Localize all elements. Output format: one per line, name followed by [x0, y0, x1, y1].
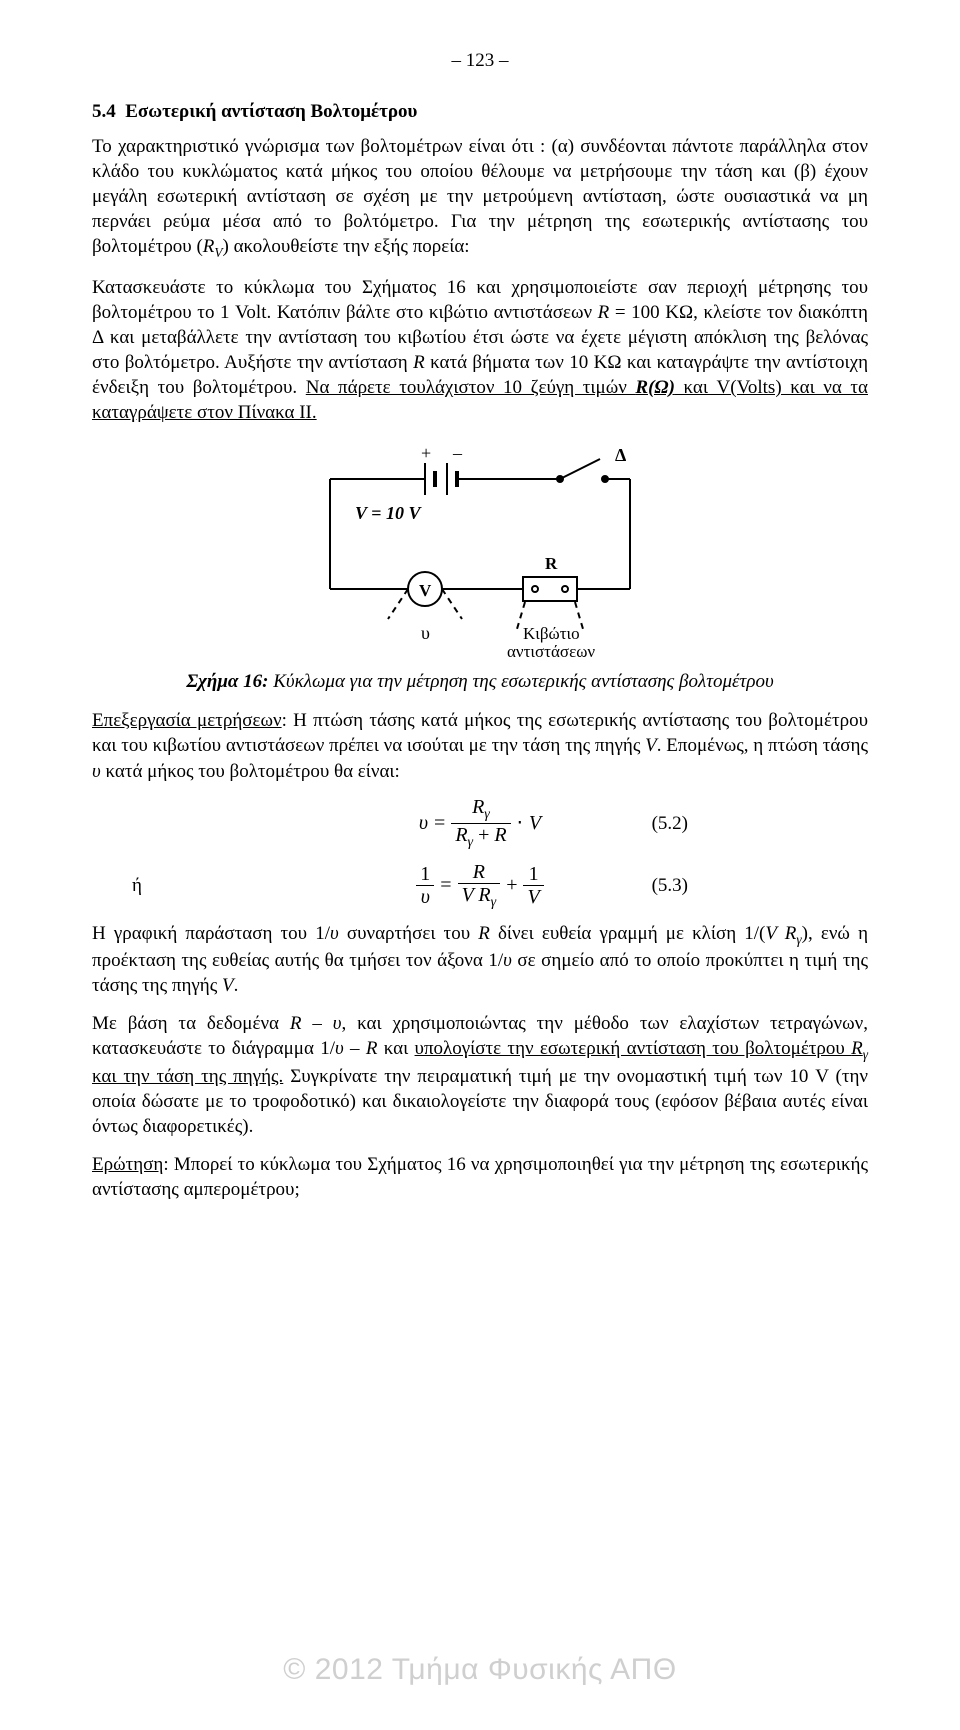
fraction: Rγ Rγ + R [451, 796, 510, 850]
label-minus: – [452, 443, 463, 463]
eq-lhs: υ [419, 810, 428, 836]
label-plus: + [421, 443, 431, 463]
figure-caption: Σχήμα 16: Κύκλωμα για την μέτρηση της εσ… [92, 669, 868, 694]
text: και την τάση της πηγής. [92, 1066, 283, 1087]
page: – 123 – 5.4 Εσωτερική αντίσταση Βολτομέτ… [0, 0, 960, 1730]
symbol-R: R [366, 1038, 378, 1059]
eq-mden: V R [462, 884, 491, 906]
fig-label: Σχήμα 16: [186, 671, 268, 692]
label-V-source: V = 10 V [355, 503, 422, 523]
symbol-V: V [645, 735, 657, 756]
eq-den-l: R [455, 824, 467, 846]
subscript-V: V [214, 245, 222, 260]
symbol-R: R [203, 236, 215, 257]
circuit-diagram: + – Δ V = 10 V V υ R Κιβώτιο αντιστάσεων [275, 439, 685, 659]
eq-mnum: R [458, 861, 501, 884]
symbol-R: R [851, 1038, 863, 1059]
symbol-upsilon: υ [92, 761, 101, 782]
text: . [234, 975, 239, 996]
symbol-upsilon: υ [333, 1013, 342, 1034]
page-number: – 123 – [92, 48, 868, 73]
text: υπολογίστε την εσωτερική αντίσταση του β… [415, 1038, 852, 1059]
paragraph-5: Με βάση τα δεδομένα R – υ, και χρησιμοπο… [92, 1011, 868, 1139]
paragraph-2: Κατασκευάστε το κύκλωμα του Σχήματος 16 … [92, 275, 868, 425]
text: ) ακολουθείστε την εξής πορεία: [223, 236, 470, 257]
eq-rden: V [523, 886, 543, 908]
eq-den-l-sub: γ [468, 835, 474, 850]
symbol-upsilon: υ [503, 950, 512, 971]
text: – [302, 1013, 333, 1034]
section-title: Εσωτερική αντίσταση Βολτομέτρου [125, 101, 417, 122]
text: και [377, 1038, 414, 1059]
eq-rnum: 1 [523, 863, 543, 886]
symbol-upsilon: υ [330, 923, 339, 944]
text: Να πάρετε τουλάχιστον 10 ζεύγη τιμών [306, 377, 636, 398]
symbol-V: V [222, 975, 234, 996]
label-or: ή [132, 873, 142, 898]
paragraph-1: Το χαρακτηριστικό γνώρισμα των βολτομέτρ… [92, 134, 868, 262]
text: κατά μήκος του βολτομέτρου θα είναι: [101, 761, 400, 782]
section-number: 5.4 [92, 101, 116, 122]
eq-lnum: 1 [416, 863, 434, 886]
eq-num-sub: γ [484, 807, 490, 822]
symbol-R: R [413, 352, 425, 373]
eq-lden: υ [416, 886, 434, 908]
eq-den-r: R [494, 824, 506, 846]
label-upsilon: υ [421, 623, 430, 643]
eq-V: V [529, 810, 541, 836]
symbol-V: V [765, 923, 776, 944]
fraction: 1 V [523, 863, 543, 909]
text: Η γραφική παράσταση του 1/ [92, 923, 330, 944]
symbol-upsilon: υ [335, 1038, 344, 1059]
text: Με βάση τα δεδομένα [92, 1013, 290, 1034]
label-box-1: Κιβώτιο [523, 624, 580, 643]
eq-equals: = [428, 810, 451, 836]
text: . Επομένως, η πτώση τάσης [657, 735, 868, 756]
symbol-R: R [478, 923, 490, 944]
equation-number: (5.2) [652, 811, 688, 836]
eq-plus: + [500, 872, 523, 898]
label-box-2: αντιστάσεων [507, 642, 595, 659]
label-R: R [545, 554, 558, 573]
fraction: 1 υ [416, 863, 434, 909]
equation-5-2: υ = Rγ Rγ + R ⋅ V (5.2) [92, 797, 868, 851]
subscript-g: γ [863, 1047, 868, 1062]
equation-number: (5.3) [652, 873, 688, 898]
underlined-label: Επεξεργασία μετρήσεων [92, 710, 282, 731]
text: δίνει ευθεία γραμμή με κλίση 1/( [490, 923, 766, 944]
symbol-R: R [598, 302, 610, 323]
label-voltmeter: V [419, 581, 432, 600]
eq-den-plus: + [478, 824, 489, 846]
eq-num: R [472, 796, 484, 818]
symbol-Rg: R [777, 923, 797, 944]
eq-mden-sub: γ [491, 895, 497, 910]
label-switch: Δ [615, 445, 626, 465]
text: συναρτήσει του [339, 923, 479, 944]
symbol-R: R [290, 1013, 302, 1034]
equation-5-3: ή 1 υ = R V Rγ + 1 V (5.3) [92, 859, 868, 913]
underlined-label: Ερώτηση [92, 1154, 163, 1175]
fraction: R V Rγ [458, 861, 501, 911]
text: – [344, 1038, 366, 1059]
paragraph-6: Ερώτηση: Μπορεί το κύκλωμα του Σχήματος … [92, 1152, 868, 1202]
eq-equals: = [434, 872, 457, 898]
eq-dot: ⋅ [511, 810, 529, 836]
section-heading: 5.4 Εσωτερική αντίσταση Βολτομέτρου [92, 99, 868, 124]
paragraph-4: Η γραφική παράσταση του 1/υ συναρτήσει τ… [92, 921, 868, 999]
paragraph-3: Επεξεργασία μετρήσεων: Η πτώση τάσης κατ… [92, 708, 868, 783]
text: : Μπορεί το κύκλωμα του Σχήματος 16 να χ… [92, 1154, 868, 1200]
watermark: © 2012 Τμήμα Φυσικής ΑΠΘ [0, 1650, 960, 1690]
symbol-R-omega: R(Ω) [635, 377, 675, 398]
fig-text: Κύκλωμα για την μέτρηση της εσωτερικής α… [269, 671, 774, 692]
